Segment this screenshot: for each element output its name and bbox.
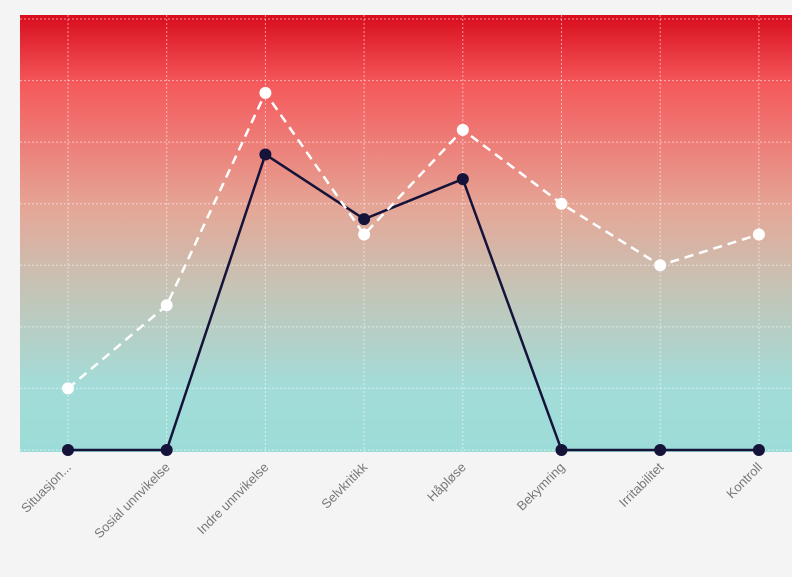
x-tick-label: Selvkritikk: [318, 459, 370, 511]
x-tick-label: Bekymring: [514, 460, 568, 514]
series-line-2: [67, 91, 760, 390]
x-tick-label: Indre unnvikelse: [194, 460, 272, 538]
series-1-point[interactable]: [358, 213, 371, 226]
series-2-point[interactable]: [456, 123, 469, 136]
series-2-point[interactable]: [358, 228, 371, 241]
series-2-point[interactable]: [62, 382, 74, 395]
x-tick-label: Irritabilitet: [616, 459, 667, 510]
series-line-1: [68, 153, 759, 452]
x-tick-label: Sosial unnvikelse: [91, 460, 173, 542]
series-layer: [62, 86, 765, 456]
x-tick-label: Kontroll: [723, 459, 765, 501]
plot-background: [20, 15, 792, 452]
series-1-point[interactable]: [555, 444, 568, 456]
series-1-point[interactable]: [259, 148, 272, 161]
series-2-point[interactable]: [160, 299, 173, 312]
series-1-point[interactable]: [62, 444, 74, 456]
series-2-point[interactable]: [654, 259, 667, 272]
series-1-point[interactable]: [456, 173, 469, 186]
series-2-point[interactable]: [259, 86, 272, 99]
series-1-point[interactable]: [160, 444, 173, 456]
series-1-point[interactable]: [752, 444, 765, 456]
grid: [20, 15, 792, 452]
series-2-point[interactable]: [752, 228, 765, 241]
x-tick-label: Situasjon...: [18, 460, 74, 516]
series-1-point[interactable]: [654, 444, 667, 456]
x-tick-labels: Situasjon... Sosial unnvikelse Indre unnvi…: [18, 459, 765, 541]
series-2-point[interactable]: [555, 197, 568, 210]
x-tick-label: Håpløse: [424, 460, 469, 505]
